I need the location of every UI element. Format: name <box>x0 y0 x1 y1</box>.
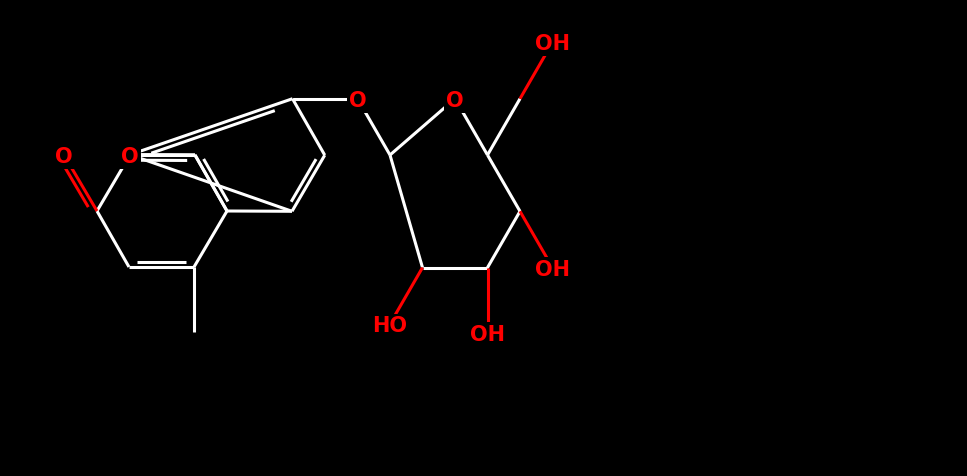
Text: O: O <box>446 91 464 111</box>
Text: O: O <box>349 91 366 111</box>
Text: OH: OH <box>535 259 570 279</box>
Text: OH: OH <box>470 325 505 345</box>
Text: O: O <box>55 147 73 167</box>
Text: O: O <box>121 147 139 167</box>
Text: HO: HO <box>372 316 407 336</box>
Text: OH: OH <box>535 34 570 54</box>
